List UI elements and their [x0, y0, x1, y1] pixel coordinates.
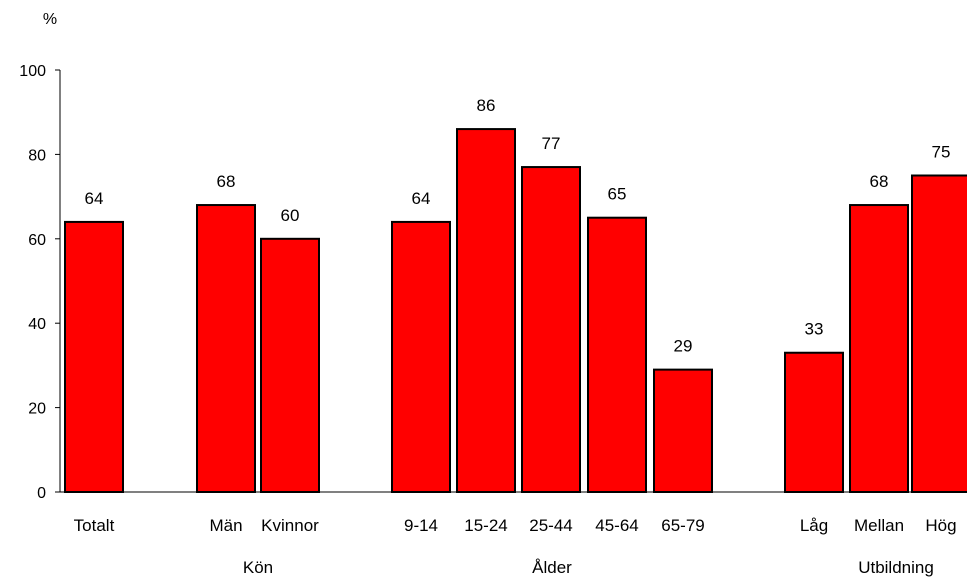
bar — [64, 220, 124, 493]
x-tick-label: Totalt — [74, 516, 115, 535]
y-tick-label: 100 — [19, 63, 46, 80]
bar-value-label: 65 — [608, 185, 627, 204]
bar — [784, 351, 844, 493]
y-tick-label: 20 — [28, 401, 46, 418]
bar — [521, 166, 581, 493]
bar — [653, 368, 713, 493]
x-tick-label: Kvinnor — [261, 516, 319, 535]
x-tick-label: 25-44 — [529, 516, 572, 535]
bar — [196, 204, 256, 493]
bar-value-label: 33 — [805, 320, 824, 339]
bar — [456, 128, 516, 494]
x-tick-label: 45-64 — [595, 516, 638, 535]
y-axis-unit-label: % — [43, 11, 57, 28]
bar-value-label: 29 — [674, 337, 693, 356]
bar — [587, 216, 647, 493]
x-tick-label: 65-79 — [661, 516, 704, 535]
bar-value-label: 75 — [932, 143, 951, 162]
bar-value-label: 64 — [412, 189, 431, 208]
y-tick-label: 80 — [28, 147, 46, 164]
bars — [64, 128, 967, 494]
bar-value-label: 64 — [85, 189, 104, 208]
bar-value-label: 68 — [870, 172, 889, 191]
bar — [849, 204, 909, 493]
x-axis-labels: Totalt Män Kvinnor 9-14 15-24 25-44 45-64 65-79… — [74, 516, 957, 535]
y-tick-label: 0 — [37, 485, 46, 502]
x-tick-label: 9-14 — [404, 516, 438, 535]
bar-value-label: 77 — [542, 134, 561, 153]
bar-value-label: 68 — [217, 172, 236, 191]
group-label: Kön — [243, 558, 273, 577]
bar-value-label: 60 — [281, 206, 300, 225]
bar — [911, 174, 967, 493]
group-label: Utbildning — [858, 558, 934, 577]
x-tick-label: 15-24 — [464, 516, 507, 535]
x-tick-label: Låg — [800, 516, 828, 535]
bar — [391, 220, 451, 493]
bar-value-label: 86 — [477, 96, 496, 115]
group-labels: Kön Ålder Utbildning — [243, 558, 934, 577]
group-label: Ålder — [532, 558, 572, 577]
y-tick-label: 60 — [28, 232, 46, 249]
value-labels: 64 68 60 64 86 77 65 29 33 68 75 — [85, 96, 951, 356]
x-tick-label: Mellan — [854, 516, 904, 535]
x-tick-label: Män — [209, 516, 242, 535]
x-tick-label: Hög — [925, 516, 956, 535]
y-tick-label: 40 — [28, 316, 46, 333]
bar — [260, 237, 320, 493]
